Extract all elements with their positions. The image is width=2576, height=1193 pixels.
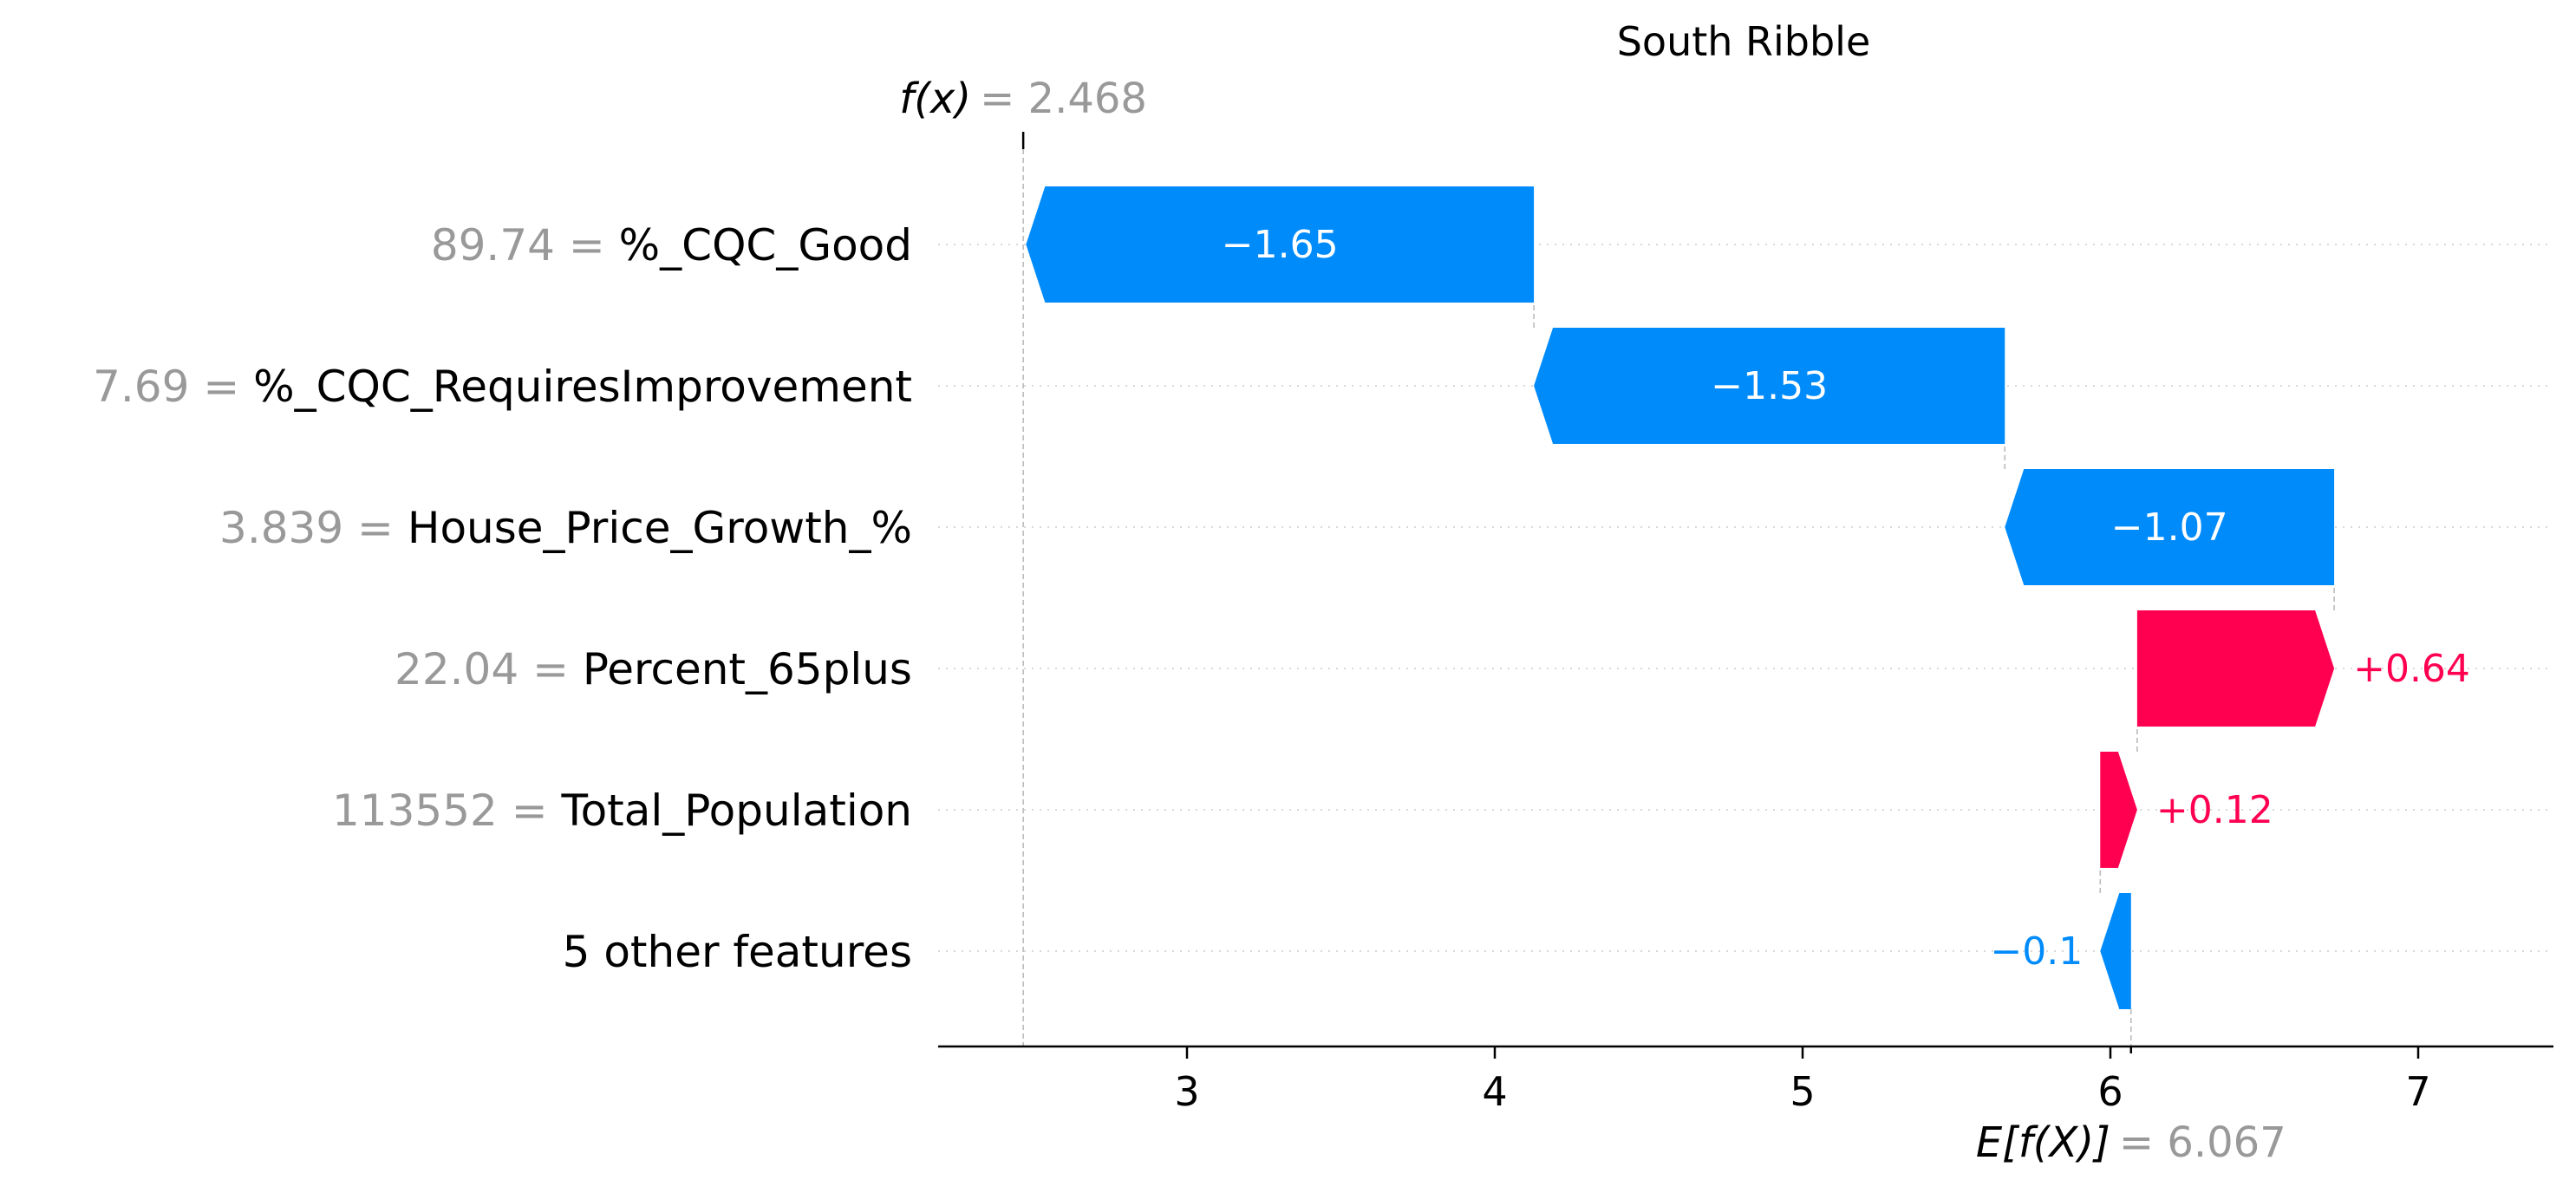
feature-name: %_CQC_RequiresImprovement — [253, 362, 912, 412]
feature-equals: = — [555, 220, 619, 271]
feature-equals: = — [343, 503, 408, 553]
bar-6 — [2100, 893, 2131, 1009]
feature-label-4: 22.04 = Percent_65plus — [395, 644, 912, 694]
bar-5 — [2100, 752, 2137, 868]
feature-value: 113552 — [332, 786, 498, 836]
bar-label-3: −1.07 — [2111, 505, 2228, 550]
bar-label-6: −0.1 — [1990, 929, 2083, 974]
output-value: 2.468 — [1028, 75, 1147, 123]
bar-4 — [2136, 610, 2335, 727]
feature-name: Percent_65plus — [583, 644, 912, 694]
feature-label-1: 89.74 = %_CQC_Good — [431, 220, 912, 271]
bars: −1.65 −1.53 −1.07 +0.64 +0.12 −0.1 — [1026, 186, 2470, 1009]
feature-value: 22.04 — [395, 644, 518, 694]
base-value-label: E[f(X)] = 6.067 — [1976, 1118, 2286, 1167]
gridlines — [938, 132, 2553, 1046]
base-equals: = — [2119, 1118, 2167, 1167]
x-tick-label: 5 — [1790, 1068, 1815, 1115]
feature-label-6: 5 other features — [563, 927, 912, 977]
feature-equals: = — [498, 786, 562, 836]
chart-title: South Ribble — [1617, 18, 1871, 65]
feature-equals: = — [189, 362, 253, 412]
bar-label-4: +0.64 — [2353, 647, 2470, 691]
output-equals: = — [980, 75, 1027, 123]
bar-3 — [2005, 469, 2335, 585]
feature-value: 7.69 — [93, 362, 189, 412]
bar-2 — [1534, 328, 2005, 444]
feature-name: House_Price_Growth_% — [408, 503, 912, 553]
feature-label-2: 7.69 = %_CQC_RequiresImprovement — [93, 362, 912, 412]
feature-label-5: 113552 = Total_Population — [332, 786, 912, 836]
bar-label-5: +0.12 — [2156, 788, 2273, 832]
feature-name: 5 other features — [563, 927, 912, 977]
bar-label-1: −1.65 — [1222, 223, 1339, 267]
base-symbol: E[f(X)] — [1976, 1118, 2110, 1167]
output-value-label: f(x) = 2.468 — [899, 75, 1147, 123]
feature-labels: 89.74 = %_CQC_Good 7.69 = %_CQC_RequiresI… — [93, 220, 912, 977]
feature-label-3: 3.839 = House_Price_Growth_% — [219, 503, 912, 553]
bar-1 — [1026, 186, 1535, 303]
feature-value: 3.839 — [219, 503, 343, 553]
feature-name: %_CQC_Good — [619, 220, 912, 271]
x-tick-label: 3 — [1174, 1068, 1199, 1115]
base-value: 6.067 — [2167, 1118, 2286, 1167]
bar-label-2: −1.53 — [1711, 364, 1828, 408]
x-tick-label: 7 — [2405, 1068, 2430, 1115]
x-tick-label: 4 — [1482, 1068, 1507, 1115]
feature-equals: = — [518, 644, 583, 694]
feature-name: Total_Population — [561, 786, 912, 836]
output-symbol: f(x) — [899, 75, 971, 123]
feature-value: 89.74 — [431, 220, 555, 271]
x-tick-label: 6 — [2097, 1068, 2123, 1115]
